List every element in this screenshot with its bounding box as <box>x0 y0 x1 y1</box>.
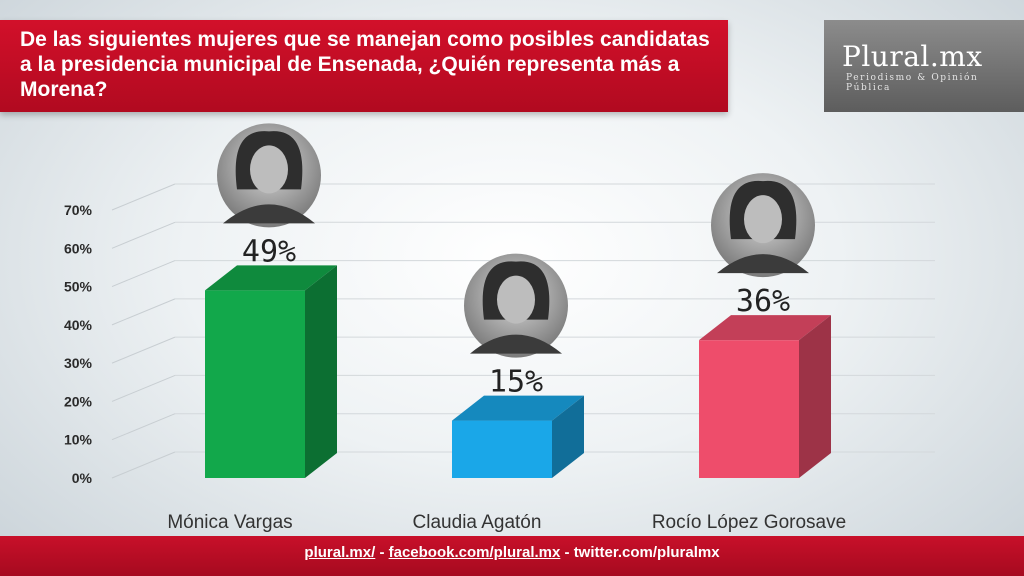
bar <box>205 290 305 478</box>
data-label: 49% <box>242 234 296 269</box>
portrait-face <box>497 275 535 324</box>
brand-logo[interactable]: Plural.mx Periodismo & Opinión Pública <box>824 20 1024 112</box>
bar-top <box>699 315 831 341</box>
bar-side <box>305 265 337 478</box>
y-tick-label: 70% <box>64 202 93 218</box>
gridline <box>111 413 176 441</box>
gridline <box>111 183 176 211</box>
y-tick-label: 20% <box>64 393 93 409</box>
bar-group: 36% <box>699 173 831 478</box>
twitter-text: twitter.com/pluralmx <box>573 544 720 561</box>
portrait-photo <box>711 173 815 278</box>
logo-name: Plural.mx <box>842 40 983 73</box>
y-axis: 0% 10% 20% 30% 40% 50% 60% 70% <box>64 202 93 486</box>
gridline <box>111 451 176 479</box>
portrait-face <box>250 145 288 194</box>
x-tick-label: Mónica Vargas <box>167 512 292 533</box>
y-tick-label: 40% <box>64 317 93 333</box>
portrait-face <box>744 195 782 244</box>
data-label: 15% <box>489 365 543 400</box>
bar-top <box>205 265 337 291</box>
portrait-shoulders <box>717 254 809 274</box>
facebook-link[interactable]: facebook.com/plural.mx <box>388 544 561 561</box>
portrait-shoulders <box>470 334 562 354</box>
y-tick-label: 60% <box>64 240 93 256</box>
footer-separator: - <box>560 544 574 561</box>
gridline <box>111 298 176 326</box>
gridline <box>111 374 176 402</box>
x-tick-label: Claudia Agatón <box>413 512 542 533</box>
y-tick-label: 10% <box>64 432 93 448</box>
data-label: 36% <box>736 284 790 319</box>
gridline <box>111 260 176 288</box>
x-tick-label: Rocío López Gorosave <box>652 512 846 533</box>
bar <box>452 420 552 478</box>
gridline <box>111 336 176 364</box>
y-tick-label: 30% <box>64 355 93 371</box>
footer-bar: plural.mx/ - facebook.com/plural.mx - tw… <box>0 536 1024 576</box>
gridline <box>111 221 176 249</box>
bar-group: 49% <box>205 123 337 478</box>
page-title: De las siguientes mujeres que se manejan… <box>20 28 710 101</box>
bar-side <box>552 395 584 478</box>
x-axis: Mónica Vargas Claudia Agatón Rocío López G… <box>167 512 846 533</box>
bar-side <box>799 315 831 478</box>
portrait-photo <box>464 253 568 358</box>
bar-top <box>452 395 584 421</box>
bar <box>699 340 799 478</box>
footer-separator: - <box>375 544 389 561</box>
logo-tagline: Periodismo & Opinión Pública <box>846 73 979 93</box>
y-tick-label: 50% <box>64 279 93 295</box>
bars: 49% 15% 36% <box>205 123 831 478</box>
header-banner: De las siguientes mujeres que se manejan… <box>0 20 728 112</box>
bar-chart: 0% 10% 20% 30% 40% 50% 60% 70% 49% 15% 36% Mónica… <box>64 123 935 533</box>
plural-link[interactable]: plural.mx/ <box>304 544 376 561</box>
portrait-photo <box>217 123 321 228</box>
portrait-shoulders <box>223 204 315 224</box>
y-tick-label: 0% <box>72 470 93 486</box>
bar-group: 15% <box>452 253 584 478</box>
